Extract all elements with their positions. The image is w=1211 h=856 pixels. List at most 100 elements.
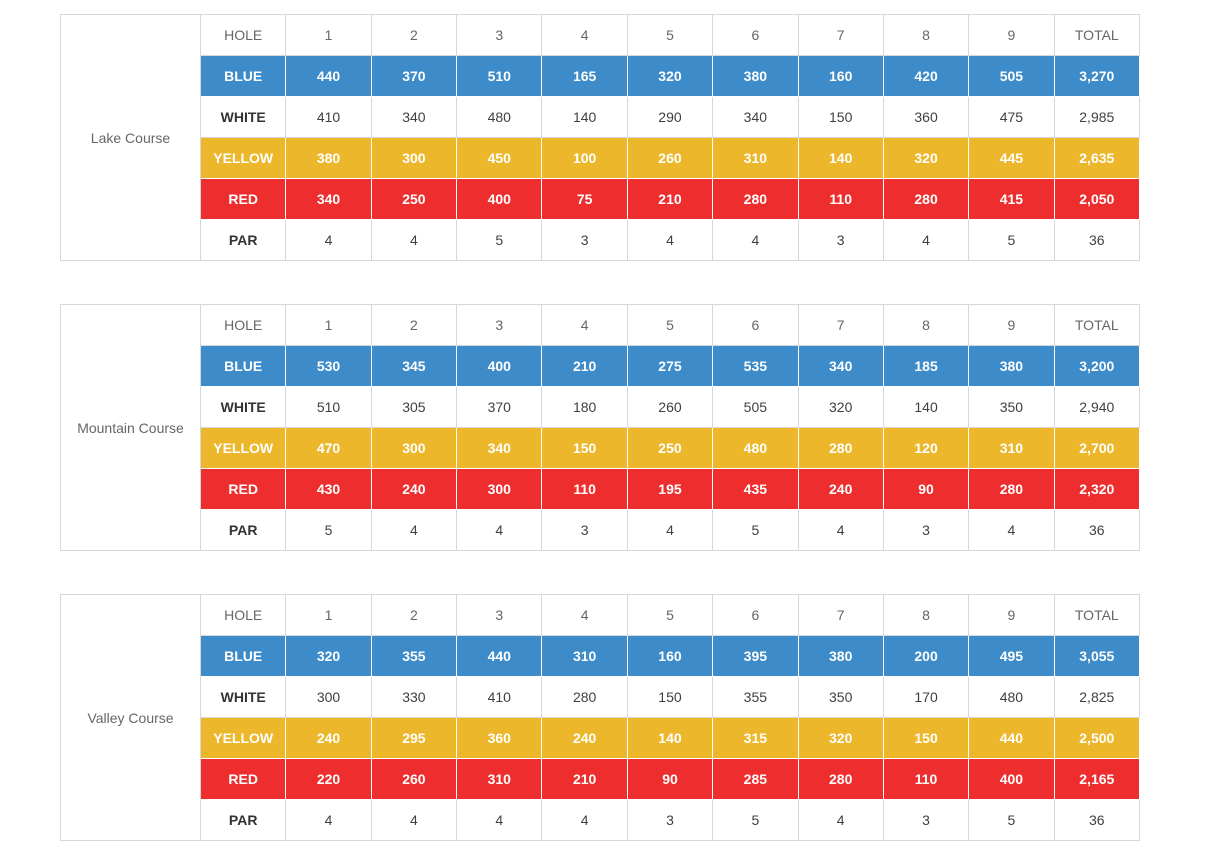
yardage-cell: 370 (370, 55, 458, 97)
hole-header-cell: HOLE (199, 594, 287, 636)
yardage-cell: 330 (370, 676, 458, 718)
scorecard-table-mountain-course: Mountain Course HOLE 1 2 3 4 5 6 7 8 9 TOTAL BLUE 530… (60, 304, 1141, 551)
yardage-cell: 320 (797, 386, 884, 428)
hole-number-cell: 4 (541, 594, 628, 636)
yardage-cell: 280 (541, 676, 628, 718)
tee-row-white: WHITE 510 305 370 180 260 505 320 140 350 2,940 (61, 386, 1141, 428)
yardage-cell: 210 (541, 345, 628, 387)
yardage-cell: 440 (968, 717, 1055, 759)
yardage-cell: 440 (456, 635, 543, 677)
yardage-cell: 4 (626, 219, 714, 261)
total-value-cell: 2,165 (1053, 758, 1141, 800)
yardage-cell: 75 (541, 178, 628, 220)
hole-number-cell: 9 (968, 14, 1055, 56)
yardage-cell: 120 (882, 427, 970, 469)
yardage-cell: 355 (370, 635, 458, 677)
hole-number-cell: 5 (626, 14, 714, 56)
tee-label-cell: WHITE (199, 676, 287, 718)
tee-label-cell: YELLOW (199, 427, 287, 469)
hole-number-cell: 5 (626, 304, 714, 346)
total-value-cell: 2,050 (1053, 178, 1141, 220)
scorecard-body: Valley Course HOLE 1 2 3 4 5 6 7 8 9 TOTAL BLUE 320 35… (60, 594, 1141, 841)
tee-row-par: PAR 5 4 4 3 4 5 4 3 4 36 (61, 509, 1141, 551)
yardage-cell: 4 (797, 799, 884, 841)
hole-number-cell: 8 (882, 304, 970, 346)
yardage-cell: 140 (882, 386, 970, 428)
yardage-cell: 340 (370, 96, 458, 138)
yardage-cell: 140 (626, 717, 714, 759)
hole-number-cell: 1 (285, 594, 372, 636)
yardage-cell: 3 (882, 509, 970, 551)
course-name-cell: Lake Course (60, 14, 201, 261)
yardage-cell: 200 (882, 635, 970, 677)
tee-label-cell: YELLOW (199, 137, 287, 179)
total-value-cell: 3,055 (1053, 635, 1141, 677)
yardage-cell: 310 (541, 635, 628, 677)
yardage-cell: 380 (712, 55, 799, 97)
yardage-cell: 290 (626, 96, 714, 138)
total-value-cell: 3,200 (1053, 345, 1141, 387)
yardage-cell: 5 (968, 799, 1055, 841)
yardage-cell: 400 (456, 178, 543, 220)
hole-number-cell: 3 (456, 304, 543, 346)
yardage-cell: 180 (541, 386, 628, 428)
hole-number-cell: 7 (797, 14, 884, 56)
yardage-cell: 170 (882, 676, 970, 718)
tee-row-red: RED 430 240 300 110 195 435 240 90 280 2,320 (61, 468, 1141, 510)
yardage-cell: 340 (712, 96, 799, 138)
yardage-cell: 280 (712, 178, 799, 220)
tee-row-blue: BLUE 530 345 400 210 275 535 340 185 380 3,200 (61, 345, 1141, 387)
tee-row-white: WHITE 410 340 480 140 290 340 150 360 475 2,985 (61, 96, 1141, 138)
yardage-cell: 195 (626, 468, 714, 510)
yardage-cell: 320 (882, 137, 970, 179)
yardage-cell: 90 (626, 758, 714, 800)
total-value-cell: 36 (1053, 799, 1141, 841)
yardage-cell: 280 (797, 758, 884, 800)
yardage-cell: 160 (797, 55, 884, 97)
tee-row-par: PAR 4 4 5 3 4 4 3 4 5 36 (61, 219, 1141, 261)
total-header-cell: TOTAL (1053, 304, 1141, 346)
yardage-cell: 320 (797, 717, 884, 759)
total-value-cell: 2,985 (1053, 96, 1141, 138)
yardage-cell: 250 (626, 427, 714, 469)
yardage-cell: 530 (285, 345, 372, 387)
yardage-cell: 4 (541, 799, 628, 841)
yardage-cell: 110 (882, 758, 970, 800)
total-header-cell: TOTAL (1053, 594, 1141, 636)
total-value-cell: 2,940 (1053, 386, 1141, 428)
yardage-cell: 5 (712, 509, 799, 551)
yardage-cell: 140 (797, 137, 884, 179)
yardage-cell: 480 (968, 676, 1055, 718)
yardage-cell: 320 (285, 635, 372, 677)
yardage-cell: 260 (370, 758, 458, 800)
yardage-cell: 305 (370, 386, 458, 428)
yardage-cell: 480 (712, 427, 799, 469)
yardage-cell: 250 (370, 178, 458, 220)
yardage-cell: 5 (968, 219, 1055, 261)
yardage-cell: 165 (541, 55, 628, 97)
scorecard-table-lake-course: Lake Course HOLE 1 2 3 4 5 6 7 8 9 TOTAL BLUE 440 370 5… (60, 14, 1141, 261)
tee-label-cell: RED (199, 758, 287, 800)
yardage-cell: 300 (370, 137, 458, 179)
yardage-cell: 310 (968, 427, 1055, 469)
tee-label-cell: BLUE (199, 55, 287, 97)
yardage-cell: 395 (712, 635, 799, 677)
tee-row-blue: BLUE 320 355 440 310 160 395 380 200 495 3,055 (61, 635, 1141, 677)
yardage-cell: 475 (968, 96, 1055, 138)
yardage-cell: 300 (456, 468, 543, 510)
hole-number-cell: 2 (370, 14, 458, 56)
hole-number-cell: 9 (968, 594, 1055, 636)
scorecard-header-row: Mountain Course HOLE 1 2 3 4 5 6 7 8 9 TOTAL (60, 304, 1141, 551)
yardage-cell: 150 (626, 676, 714, 718)
yardage-cell: 150 (797, 96, 884, 138)
yardage-cell: 90 (882, 468, 970, 510)
yardage-cell: 450 (456, 137, 543, 179)
yardage-cell: 4 (797, 509, 884, 551)
scorecard-table-valley-course: Valley Course HOLE 1 2 3 4 5 6 7 8 9 TOTAL BLUE 320 35… (60, 594, 1141, 841)
yardage-cell: 4 (882, 219, 970, 261)
yardage-cell: 220 (285, 758, 372, 800)
yardage-cell: 380 (797, 635, 884, 677)
tee-label-cell: BLUE (199, 635, 287, 677)
